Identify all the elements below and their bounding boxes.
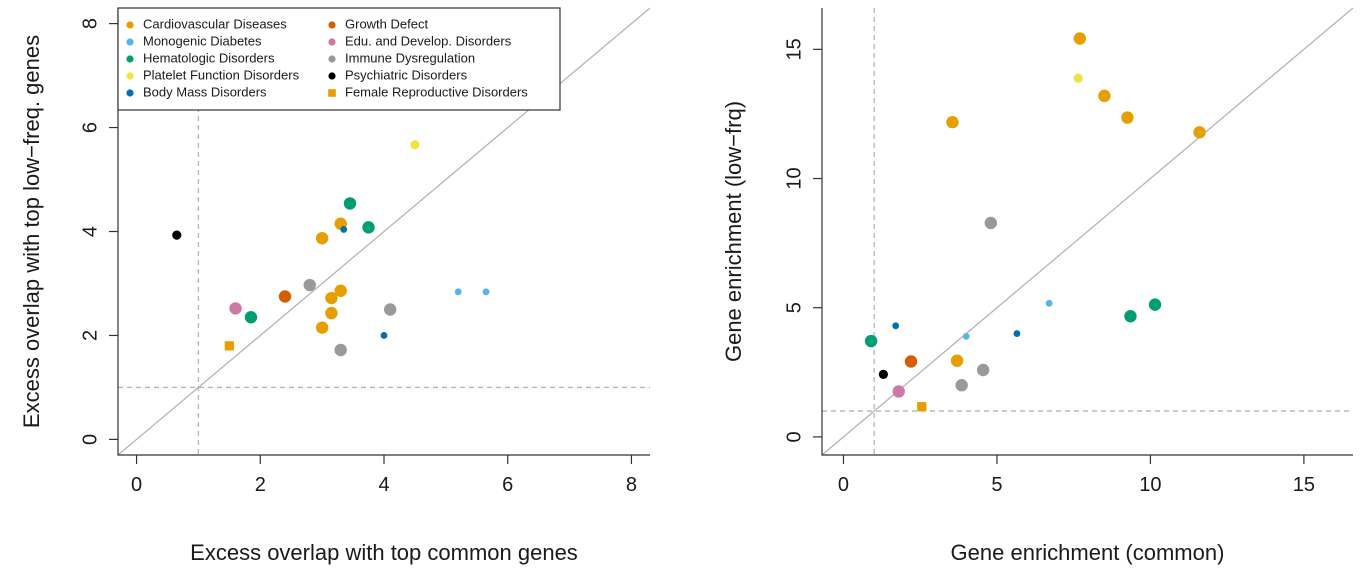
legend-label-edu-and-develop-disorders: Edu. and Develop. Disorders: [345, 33, 512, 48]
legend: Cardiovascular Diseases Monogenic Diabete…: [117, 7, 561, 111]
legend-label-growth-defect: Growth Defect: [345, 16, 428, 31]
point-cardiovascular-diseases: [1098, 89, 1111, 103]
point-hematologic-disorders: [244, 311, 258, 324]
x-tick-label: 8: [626, 474, 637, 496]
point-female-reproductive-disorders: [917, 402, 927, 412]
x-axis-label: Gene enrichment (common): [951, 540, 1225, 565]
point-body-mass-disorders: [380, 332, 388, 339]
point-monogenic-diabetes: [482, 288, 490, 296]
point-cardiovascular-diseases: [1193, 126, 1206, 139]
point-immune-dysregulation: [383, 303, 397, 316]
legend-label-platelet-function-disorders: Platelet Function Disorders: [143, 67, 300, 82]
point-immune-dysregulation: [955, 379, 968, 392]
y-tick-label: 6: [79, 122, 101, 133]
point-hematologic-disorders: [343, 197, 357, 210]
point-monogenic-diabetes: [962, 333, 970, 340]
point-platelet-function-disorders: [410, 140, 420, 150]
legend-marker-monogenic-diabetes: [126, 38, 134, 46]
y-axis-label: Excess overlap with top low−freq. genes: [19, 35, 44, 428]
x-tick-label: 10: [1139, 474, 1161, 496]
axes-frame: [117, 8, 650, 456]
point-immune-dysregulation: [303, 278, 316, 292]
diagonal-line: [821, 7, 1354, 456]
legend-label-monogenic-diabetes: Monogenic Diabetes: [143, 33, 262, 48]
x-tick-label: 5: [991, 474, 1002, 496]
legend-label-psychiatric-disorders: Psychiatric Disorders: [345, 67, 468, 82]
point-psychiatric-disorders: [878, 369, 888, 379]
legend-label-body-mass-disorders: Body Mass Disorders: [143, 84, 267, 99]
point-growth-defect: [278, 290, 292, 303]
y-tick-label: 5: [783, 302, 805, 313]
legend-label-cardiovascular-diseases: Cardiovascular Diseases: [143, 16, 287, 31]
legend-marker-edu-and-develop-disorders: [328, 38, 336, 46]
legend-marker-body-mass-disorders: [126, 89, 134, 97]
y-tick-label: 0: [783, 431, 805, 442]
point-hematologic-disorders: [1124, 310, 1137, 323]
y-tick-label: 10: [783, 167, 805, 189]
y-tick-label: 8: [79, 18, 101, 29]
x-tick-label: 2: [255, 474, 266, 496]
point-edu-and-develop-disorders: [229, 302, 242, 315]
y-axis-label: Gene enrichment (low−frq): [721, 101, 746, 362]
legend-box: [117, 7, 561, 111]
point-cardiovascular-diseases: [1073, 32, 1087, 45]
point-immune-dysregulation: [984, 216, 998, 230]
point-immune-dysregulation: [334, 343, 347, 357]
point-monogenic-diabetes: [454, 288, 462, 296]
point-cardiovascular-diseases: [1121, 111, 1134, 124]
point-cardiovascular-diseases: [950, 354, 964, 367]
point-edu-and-develop-disorders: [892, 385, 905, 398]
point-monogenic-diabetes: [1045, 299, 1053, 307]
point-hematologic-disorders: [1148, 298, 1162, 311]
y-tick-label: 2: [79, 330, 101, 341]
point-growth-defect: [904, 355, 918, 368]
legend-marker-hematologic-disorders: [126, 55, 134, 63]
point-immune-dysregulation: [976, 363, 990, 377]
point-cardiovascular-diseases: [325, 306, 338, 320]
point-body-mass-disorders: [1013, 330, 1021, 337]
point-cardiovascular-diseases: [315, 321, 329, 334]
y-tick-label: 15: [783, 38, 805, 60]
point-body-mass-disorders: [340, 226, 348, 233]
point-female-reproductive-disorders: [224, 341, 234, 351]
legend-label-immune-dysregulation: Immune Dysregulation: [345, 50, 475, 65]
x-tick-label: 0: [131, 474, 142, 496]
legend-marker-platelet-function-disorders: [126, 72, 134, 80]
x-axis-label: Excess overlap with top common genes: [190, 540, 578, 565]
legend-marker-growth-defect: [328, 21, 336, 29]
y-tick-label: 4: [79, 226, 101, 237]
x-tick-label: 0: [838, 474, 849, 496]
point-hematologic-disorders: [362, 221, 375, 234]
x-tick-label: 6: [502, 474, 513, 496]
legend-marker-cardiovascular-diseases: [126, 21, 134, 29]
left-scatter-panel: 0 2 4 6 8 0 2 4 6 8 Excess overlap with top common…: [19, 7, 651, 565]
legend-marker-psychiatric-disorders: [328, 72, 336, 80]
point-body-mass-disorders: [892, 322, 900, 330]
legend-label-female-reproductive-disorders: Female Reproductive Disorders: [345, 84, 528, 99]
legend-marker-female-reproductive-disorders: [328, 89, 336, 97]
x-tick-label: 15: [1293, 474, 1315, 496]
point-hematologic-disorders: [864, 334, 878, 348]
point-platelet-function-disorders: [1073, 73, 1083, 83]
right-scatter-panel: 0 5 10 15 0 5 10 15 Gene enrichment (common) Gene…: [721, 7, 1354, 565]
legend-label-hematologic-disorders: Hematologic Disorders: [143, 50, 275, 65]
point-psychiatric-disorders: [172, 230, 182, 240]
x-tick-label: 4: [378, 474, 389, 496]
point-cardiovascular-diseases: [946, 116, 959, 129]
legend-marker-immune-dysregulation: [328, 55, 336, 63]
point-cardiovascular-diseases: [334, 284, 347, 297]
point-cardiovascular-diseases: [325, 291, 338, 305]
diagonal-line: [117, 7, 651, 456]
point-cardiovascular-diseases: [315, 232, 329, 245]
axes-frame: [821, 8, 1353, 456]
y-tick-label: 0: [79, 434, 101, 445]
